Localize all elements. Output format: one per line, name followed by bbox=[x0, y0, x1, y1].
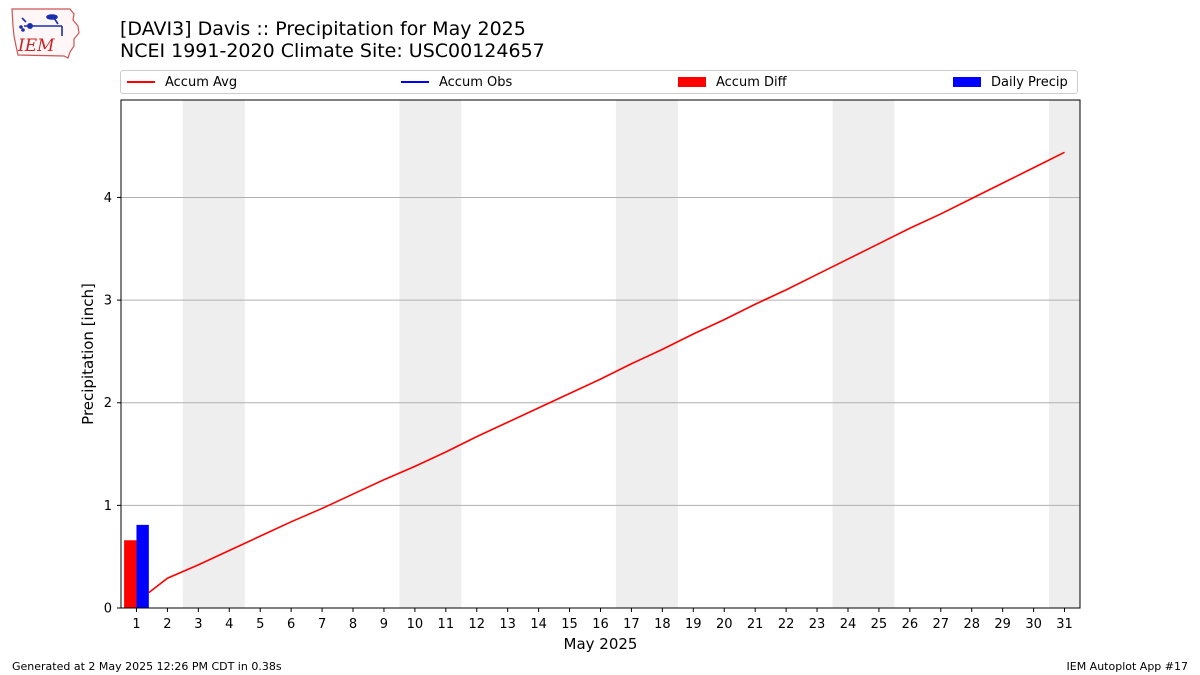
logo-text: IEM bbox=[17, 36, 55, 56]
x-tick-label: 20 bbox=[716, 617, 733, 632]
weekend-shade bbox=[182, 100, 245, 608]
x-tick-label: 6 bbox=[287, 617, 295, 632]
x-tick-label: 5 bbox=[256, 617, 264, 632]
x-tick-label: 28 bbox=[963, 617, 980, 632]
legend-item-accum-diff: Accum Diff bbox=[678, 71, 787, 93]
x-tick-label: 3 bbox=[194, 617, 202, 632]
weekend-shade bbox=[615, 100, 678, 608]
x-tick-label: 15 bbox=[561, 617, 578, 632]
x-tick-label: 1 bbox=[132, 617, 140, 632]
x-tick-label: 11 bbox=[438, 617, 455, 632]
y-axis-label: Precipitation [inch] bbox=[79, 283, 97, 425]
x-tick-label: 26 bbox=[902, 617, 919, 632]
y-tick-label: 3 bbox=[104, 294, 112, 309]
iem-logo: IEM bbox=[11, 8, 80, 59]
chart-subtitle: NCEI 1991-2020 Climate Site: USC00124657 bbox=[120, 40, 545, 62]
legend-item-accum-avg: Accum Avg bbox=[127, 71, 237, 93]
x-tick-label: 24 bbox=[840, 617, 857, 632]
x-tick-label: 25 bbox=[871, 617, 888, 632]
x-tick-label: 8 bbox=[349, 617, 357, 632]
x-tick-label: 31 bbox=[1056, 617, 1073, 632]
footer-generated: Generated at 2 May 2025 12:26 PM CDT in … bbox=[12, 660, 282, 673]
x-tick-label: 13 bbox=[499, 617, 516, 632]
x-tick-label: 27 bbox=[933, 617, 950, 632]
chart-title: [DAVI3] Davis :: Precipitation for May 2… bbox=[120, 18, 526, 40]
x-tick-label: 18 bbox=[654, 617, 671, 632]
x-tick-label: 21 bbox=[747, 617, 764, 632]
x-tick-label: 29 bbox=[994, 617, 1011, 632]
x-tick-label: 23 bbox=[809, 617, 826, 632]
footer-app: IEM Autoplot App #17 bbox=[1066, 660, 1189, 673]
y-tick-label: 2 bbox=[104, 396, 112, 411]
y-tick-label: 4 bbox=[104, 191, 112, 206]
x-tick-label: 22 bbox=[778, 617, 795, 632]
iowa-outline-shape bbox=[11, 8, 80, 59]
x-tick-label: 7 bbox=[318, 617, 326, 632]
x-tick-label: 9 bbox=[380, 617, 388, 632]
legend-label-accum-avg: Accum Avg bbox=[165, 74, 238, 90]
legend-label-daily-precip: Daily Precip bbox=[991, 74, 1068, 90]
bar-accum-diff bbox=[124, 540, 137, 608]
weekend-shade bbox=[399, 100, 462, 608]
x-tick-label: 10 bbox=[407, 617, 424, 632]
y-tick-label: 0 bbox=[104, 602, 112, 617]
weather-station-icon bbox=[19, 14, 63, 36]
x-tick-label: 12 bbox=[468, 617, 485, 632]
bar-daily-precip bbox=[136, 524, 149, 608]
legend-swatch-daily-precip bbox=[953, 77, 981, 87]
x-tick-label: 19 bbox=[685, 617, 702, 632]
chart-legend: Accum Avg Accum Obs Accum Diff Daily Pre… bbox=[120, 70, 1078, 94]
legend-label-accum-obs: Accum Obs bbox=[439, 74, 513, 90]
line-accum-avg bbox=[148, 151, 1065, 594]
weekend-shade bbox=[832, 100, 895, 608]
legend-label-accum-diff: Accum Diff bbox=[716, 74, 787, 90]
y-tick-label: 1 bbox=[104, 499, 112, 514]
legend-item-daily-precip: Daily Precip bbox=[953, 71, 1068, 93]
x-axis-label: May 2025 bbox=[564, 635, 638, 653]
x-tick-label: 17 bbox=[623, 617, 640, 632]
x-tick-label: 4 bbox=[225, 617, 233, 632]
legend-swatch-accum-diff bbox=[678, 77, 706, 87]
x-tick-label: 2 bbox=[163, 617, 171, 632]
plot-frame bbox=[120, 99, 1081, 609]
legend-item-accum-obs: Accum Obs bbox=[401, 71, 512, 93]
x-tick-label: 30 bbox=[1025, 617, 1042, 632]
x-tick-label: 14 bbox=[530, 617, 547, 632]
x-tick-label: 16 bbox=[592, 617, 609, 632]
legend-swatch-accum-avg bbox=[127, 81, 155, 83]
legend-swatch-accum-obs bbox=[401, 81, 429, 83]
weekend-shade bbox=[1049, 100, 1080, 608]
